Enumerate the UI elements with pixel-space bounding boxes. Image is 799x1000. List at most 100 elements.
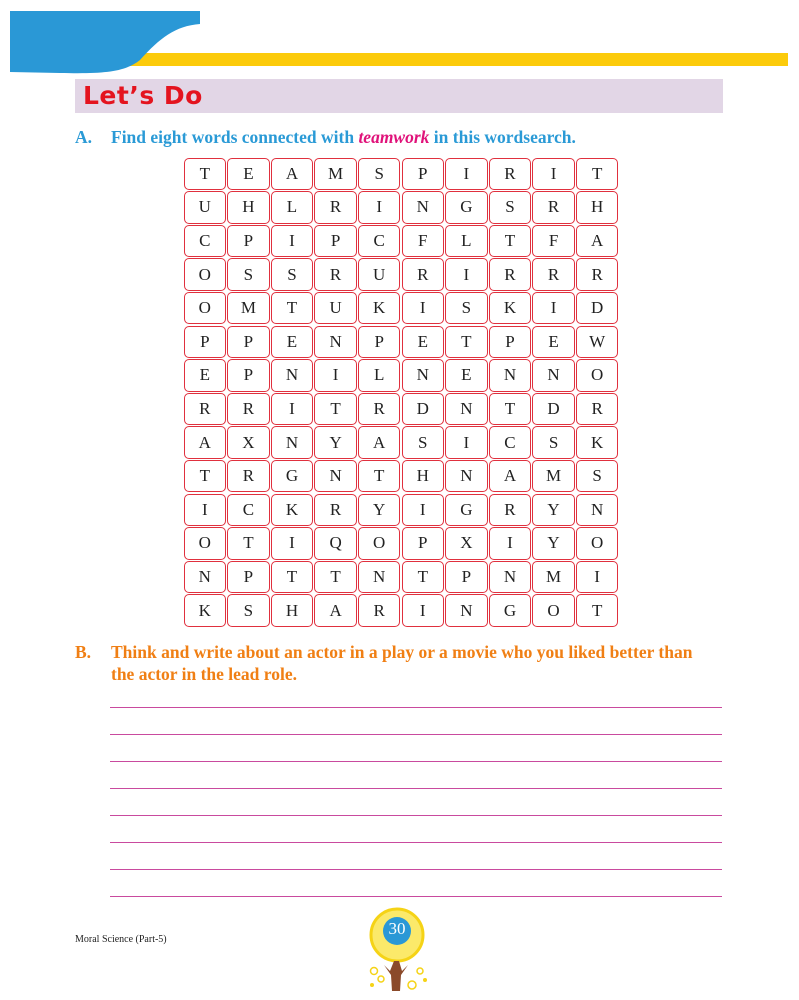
- grid-cell[interactable]: L: [445, 224, 488, 258]
- grid-cell[interactable]: N: [488, 359, 532, 392]
- grid-cell[interactable]: R: [488, 258, 532, 291]
- grid-cell[interactable]: T: [183, 157, 226, 190]
- grid-cell[interactable]: R: [401, 258, 444, 291]
- grid-cell[interactable]: R: [183, 392, 226, 426]
- grid-cell[interactable]: A: [575, 224, 619, 258]
- grid-cell[interactable]: P: [183, 325, 226, 358]
- grid-cell[interactable]: I: [270, 224, 314, 258]
- grid-cell[interactable]: R: [314, 191, 357, 224]
- grid-cell[interactable]: A: [357, 426, 401, 459]
- grid-cell[interactable]: E: [401, 325, 444, 358]
- grid-cell[interactable]: R: [314, 493, 357, 526]
- grid-cell[interactable]: C: [183, 224, 226, 258]
- grid-cell[interactable]: W: [575, 325, 619, 358]
- grid-cell[interactable]: I: [401, 594, 444, 627]
- grid-cell[interactable]: E: [445, 359, 488, 392]
- grid-cell[interactable]: L: [270, 191, 314, 224]
- grid-cell[interactable]: E: [532, 325, 575, 358]
- grid-cell[interactable]: K: [575, 426, 619, 459]
- grid-cell[interactable]: T: [488, 392, 532, 426]
- grid-cell[interactable]: P: [357, 325, 401, 358]
- grid-cell[interactable]: T: [401, 560, 444, 594]
- writing-line[interactable]: [110, 869, 722, 870]
- grid-cell[interactable]: X: [227, 426, 270, 459]
- grid-cell[interactable]: P: [488, 325, 532, 358]
- grid-cell[interactable]: R: [357, 594, 401, 627]
- grid-cell[interactable]: N: [314, 325, 357, 358]
- writing-line[interactable]: [110, 734, 722, 735]
- grid-cell[interactable]: T: [227, 527, 270, 560]
- grid-cell[interactable]: U: [357, 258, 401, 291]
- grid-cell[interactable]: T: [575, 157, 619, 190]
- grid-cell[interactable]: P: [314, 224, 357, 258]
- grid-cell[interactable]: O: [357, 527, 401, 560]
- grid-cell[interactable]: N: [445, 459, 488, 493]
- grid-cell[interactable]: E: [270, 325, 314, 358]
- grid-cell[interactable]: R: [575, 258, 619, 291]
- grid-cell[interactable]: Y: [357, 493, 401, 526]
- grid-cell[interactable]: T: [575, 594, 619, 627]
- grid-cell[interactable]: P: [401, 157, 444, 190]
- grid-cell[interactable]: N: [445, 392, 488, 426]
- grid-cell[interactable]: Q: [314, 527, 357, 560]
- grid-cell[interactable]: P: [227, 359, 270, 392]
- grid-cell[interactable]: C: [488, 426, 532, 459]
- grid-cell[interactable]: D: [532, 392, 575, 426]
- grid-cell[interactable]: S: [227, 258, 270, 291]
- grid-cell[interactable]: I: [445, 258, 488, 291]
- grid-cell[interactable]: O: [575, 359, 619, 392]
- grid-cell[interactable]: R: [532, 258, 575, 291]
- writing-line[interactable]: [110, 896, 722, 897]
- grid-cell[interactable]: Y: [532, 493, 575, 526]
- grid-cell[interactable]: R: [575, 392, 619, 426]
- grid-cell[interactable]: G: [270, 459, 314, 493]
- grid-cell[interactable]: T: [357, 459, 401, 493]
- grid-cell[interactable]: A: [314, 594, 357, 627]
- grid-cell[interactable]: N: [401, 191, 444, 224]
- grid-cell[interactable]: I: [445, 157, 488, 190]
- grid-cell[interactable]: R: [532, 191, 575, 224]
- grid-cell[interactable]: H: [270, 594, 314, 627]
- grid-cell[interactable]: T: [445, 325, 488, 358]
- grid-cell[interactable]: N: [532, 359, 575, 392]
- grid-cell[interactable]: G: [445, 191, 488, 224]
- grid-cell[interactable]: O: [575, 527, 619, 560]
- grid-cell[interactable]: O: [532, 594, 575, 627]
- grid-cell[interactable]: U: [183, 191, 226, 224]
- grid-cell[interactable]: I: [314, 359, 357, 392]
- grid-cell[interactable]: N: [575, 493, 619, 526]
- grid-cell[interactable]: S: [445, 291, 488, 325]
- grid-cell[interactable]: O: [183, 291, 226, 325]
- grid-cell[interactable]: E: [183, 359, 226, 392]
- grid-cell[interactable]: S: [488, 191, 532, 224]
- grid-cell[interactable]: S: [227, 594, 270, 627]
- grid-cell[interactable]: U: [314, 291, 357, 325]
- grid-cell[interactable]: R: [357, 392, 401, 426]
- grid-cell[interactable]: I: [270, 392, 314, 426]
- grid-cell[interactable]: N: [488, 560, 532, 594]
- grid-cell[interactable]: N: [445, 594, 488, 627]
- grid-cell[interactable]: M: [532, 459, 575, 493]
- grid-cell[interactable]: P: [401, 527, 444, 560]
- grid-cell[interactable]: I: [183, 493, 226, 526]
- grid-cell[interactable]: S: [270, 258, 314, 291]
- grid-cell[interactable]: P: [445, 560, 488, 594]
- grid-cell[interactable]: R: [314, 258, 357, 291]
- writing-line[interactable]: [110, 842, 722, 843]
- grid-cell[interactable]: I: [270, 527, 314, 560]
- grid-cell[interactable]: H: [401, 459, 444, 493]
- grid-cell[interactable]: H: [227, 191, 270, 224]
- grid-cell[interactable]: I: [488, 527, 532, 560]
- grid-cell[interactable]: R: [227, 392, 270, 426]
- grid-cell[interactable]: C: [227, 493, 270, 526]
- grid-cell[interactable]: I: [357, 191, 401, 224]
- grid-cell[interactable]: P: [227, 560, 270, 594]
- grid-cell[interactable]: G: [488, 594, 532, 627]
- grid-cell[interactable]: P: [227, 224, 270, 258]
- grid-cell[interactable]: R: [227, 459, 270, 493]
- grid-cell[interactable]: T: [488, 224, 532, 258]
- grid-cell[interactable]: S: [575, 459, 619, 493]
- grid-cell[interactable]: T: [270, 291, 314, 325]
- grid-cell[interactable]: I: [401, 291, 444, 325]
- grid-cell[interactable]: T: [314, 392, 357, 426]
